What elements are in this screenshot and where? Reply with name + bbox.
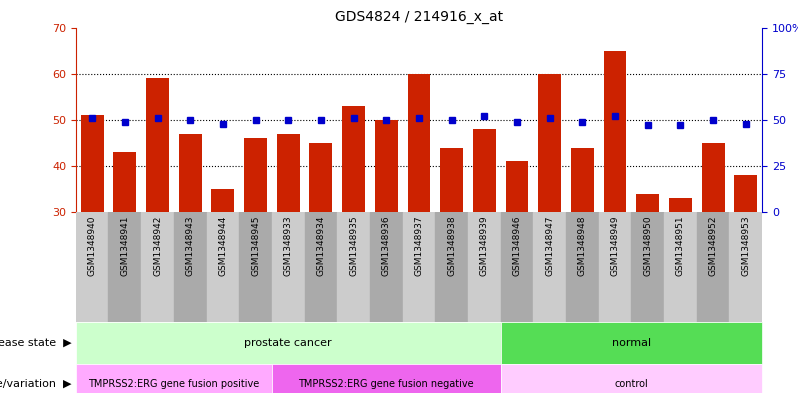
- Bar: [174, 212, 207, 322]
- Text: GDS4824 / 214916_x_at: GDS4824 / 214916_x_at: [335, 10, 503, 24]
- Bar: [729, 212, 762, 322]
- Text: GSM1348948: GSM1348948: [578, 215, 587, 276]
- Text: GSM1348949: GSM1348949: [610, 215, 619, 276]
- Text: control: control: [614, 379, 648, 389]
- Text: GSM1348938: GSM1348938: [447, 215, 456, 276]
- Bar: [571, 147, 594, 212]
- Bar: [207, 212, 239, 322]
- Text: GSM1348937: GSM1348937: [414, 215, 424, 276]
- Bar: [500, 322, 762, 364]
- Text: GSM1348939: GSM1348939: [480, 215, 489, 276]
- Bar: [310, 143, 332, 212]
- Text: GSM1348943: GSM1348943: [186, 215, 195, 276]
- Bar: [500, 364, 762, 393]
- Bar: [179, 134, 202, 212]
- Bar: [81, 115, 104, 212]
- Bar: [533, 212, 566, 322]
- Bar: [538, 73, 561, 212]
- Bar: [697, 212, 729, 322]
- Text: GSM1348950: GSM1348950: [643, 215, 652, 276]
- Bar: [305, 212, 338, 322]
- Bar: [146, 78, 169, 212]
- Text: GSM1348946: GSM1348946: [512, 215, 521, 276]
- Bar: [669, 198, 692, 212]
- Text: disease state  ▶: disease state ▶: [0, 338, 72, 348]
- Text: GSM1348933: GSM1348933: [284, 215, 293, 276]
- Bar: [636, 194, 659, 212]
- Bar: [338, 212, 370, 322]
- Bar: [277, 134, 300, 212]
- Text: GSM1348934: GSM1348934: [317, 215, 326, 276]
- Text: GSM1348944: GSM1348944: [219, 215, 227, 276]
- Text: TMPRSS2:ERG gene fusion positive: TMPRSS2:ERG gene fusion positive: [89, 379, 259, 389]
- Bar: [239, 212, 272, 322]
- Bar: [603, 51, 626, 212]
- Bar: [500, 212, 533, 322]
- Bar: [435, 212, 468, 322]
- Bar: [440, 147, 463, 212]
- Bar: [342, 106, 365, 212]
- Text: GSM1348953: GSM1348953: [741, 215, 750, 276]
- Bar: [109, 212, 141, 322]
- Text: genotype/variation  ▶: genotype/variation ▶: [0, 379, 72, 389]
- Text: normal: normal: [612, 338, 651, 348]
- Bar: [408, 73, 430, 212]
- Bar: [211, 189, 235, 212]
- Bar: [664, 212, 697, 322]
- Bar: [272, 212, 305, 322]
- Bar: [76, 322, 500, 364]
- Bar: [76, 212, 109, 322]
- Text: GSM1348942: GSM1348942: [153, 215, 162, 276]
- Bar: [734, 175, 757, 212]
- Text: GSM1348935: GSM1348935: [349, 215, 358, 276]
- Bar: [473, 129, 496, 212]
- Text: TMPRSS2:ERG gene fusion negative: TMPRSS2:ERG gene fusion negative: [298, 379, 474, 389]
- Bar: [272, 364, 500, 393]
- Bar: [375, 120, 397, 212]
- Bar: [631, 212, 664, 322]
- Bar: [76, 364, 272, 393]
- Text: prostate cancer: prostate cancer: [244, 338, 332, 348]
- Text: GSM1348952: GSM1348952: [709, 215, 717, 276]
- Text: GSM1348941: GSM1348941: [120, 215, 129, 276]
- Bar: [403, 212, 435, 322]
- Text: GSM1348947: GSM1348947: [545, 215, 554, 276]
- Bar: [113, 152, 136, 212]
- Bar: [701, 143, 725, 212]
- Text: GSM1348951: GSM1348951: [676, 215, 685, 276]
- Bar: [598, 212, 631, 322]
- Text: GSM1348945: GSM1348945: [251, 215, 260, 276]
- Text: GSM1348940: GSM1348940: [88, 215, 97, 276]
- Bar: [566, 212, 598, 322]
- Bar: [370, 212, 403, 322]
- Bar: [244, 138, 267, 212]
- Bar: [141, 212, 174, 322]
- Bar: [468, 212, 500, 322]
- Text: GSM1348936: GSM1348936: [381, 215, 391, 276]
- Bar: [506, 162, 528, 212]
